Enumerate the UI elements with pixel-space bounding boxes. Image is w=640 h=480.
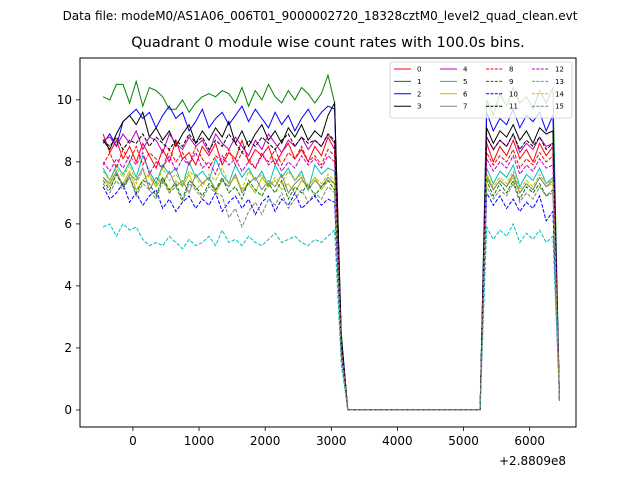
y-tick-label: 8 bbox=[64, 155, 72, 169]
x-tick-label: 6000 bbox=[514, 434, 545, 448]
series-line-3 bbox=[102, 101, 560, 411]
y-tick-label: 10 bbox=[57, 93, 72, 107]
x-tick-label: 0 bbox=[129, 434, 137, 448]
x-axis-offset-label: +2.8809e8 bbox=[499, 454, 567, 468]
chart-title: Quadrant 0 module wise count rates with … bbox=[131, 35, 525, 51]
series-line-10 bbox=[102, 182, 560, 411]
legend-label-2: 2 bbox=[417, 90, 421, 98]
y-tick-label: 0 bbox=[64, 403, 72, 417]
y-tick-label: 4 bbox=[64, 279, 72, 293]
plot-frame bbox=[79, 57, 577, 428]
legend-box bbox=[389, 61, 573, 119]
legend-label-4: 4 bbox=[463, 66, 468, 74]
x-tick-label: 4000 bbox=[382, 434, 413, 448]
x-tick-label: 1000 bbox=[184, 434, 215, 448]
legend-label-5: 5 bbox=[463, 78, 467, 86]
legend-label-15: 15 bbox=[555, 103, 564, 111]
legend-label-6: 6 bbox=[463, 90, 468, 98]
legend-label-8: 8 bbox=[509, 66, 513, 74]
legend-label-7: 7 bbox=[463, 103, 467, 111]
y-axis-ticks: 0 2 4 6 8 10 bbox=[57, 93, 80, 417]
series-line-13 bbox=[102, 222, 560, 411]
legend-label-13: 13 bbox=[555, 78, 564, 86]
legend-label-9: 9 bbox=[509, 78, 513, 86]
series-line-9 bbox=[102, 173, 560, 411]
series-line-7 bbox=[102, 166, 560, 411]
legend-label-10: 10 bbox=[509, 90, 518, 98]
series-line-14 bbox=[102, 163, 560, 411]
series-line-8 bbox=[102, 145, 560, 411]
legend-label-11: 11 bbox=[509, 103, 518, 111]
y-tick-label: 6 bbox=[64, 217, 72, 231]
series-line-2 bbox=[102, 105, 560, 411]
legend-label-1: 1 bbox=[417, 78, 421, 86]
x-tick-label: 2000 bbox=[250, 434, 281, 448]
y-tick-label: 2 bbox=[64, 341, 72, 355]
series-lines bbox=[102, 73, 560, 411]
series-line-6 bbox=[102, 169, 560, 411]
x-axis-ticks: 0 1000 2000 3000 4000 5000 6000 bbox=[129, 427, 545, 448]
series-line-11 bbox=[102, 132, 560, 411]
legend-label-3: 3 bbox=[417, 103, 421, 111]
x-tick-label: 5000 bbox=[448, 434, 479, 448]
figure-suptitle: Data file: modeM0/AS1A06_006T01_90000027… bbox=[62, 9, 578, 23]
series-line-12 bbox=[102, 151, 560, 411]
legend-label-0: 0 bbox=[417, 66, 421, 74]
legend-label-14: 14 bbox=[555, 90, 564, 98]
legend-label-12: 12 bbox=[555, 66, 564, 74]
x-tick-label: 3000 bbox=[316, 434, 347, 448]
series-line-15 bbox=[102, 176, 560, 411]
